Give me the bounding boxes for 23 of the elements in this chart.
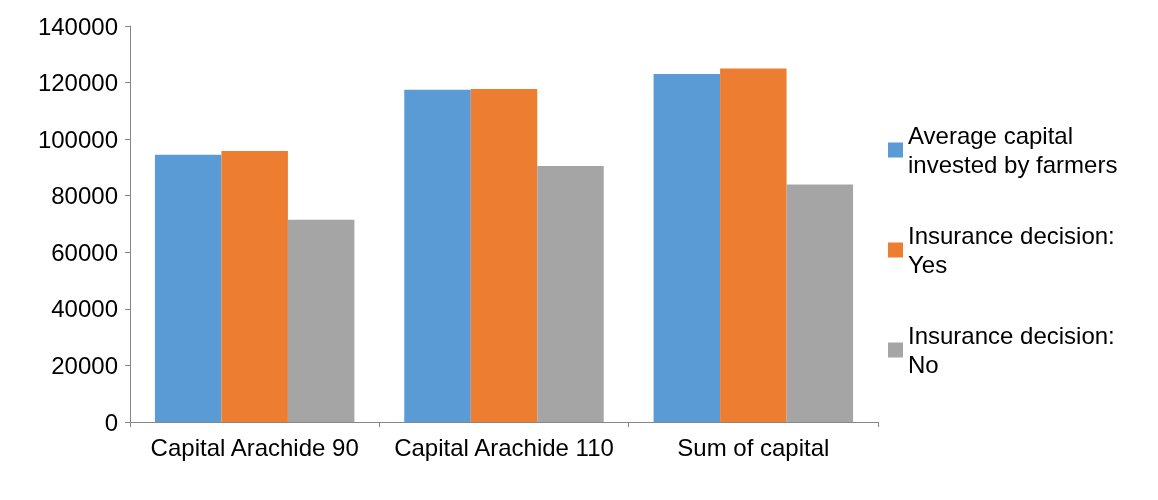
y-tick-label: 140000 [37, 12, 118, 40]
bar [786, 184, 854, 422]
bar [720, 68, 787, 422]
bar [221, 151, 288, 422]
bar [653, 74, 721, 422]
legend-label: Insurance decision: No [908, 322, 1122, 378]
y-tick-label: 40000 [51, 295, 118, 323]
y-tick-label: 120000 [37, 69, 118, 97]
bar [154, 154, 222, 422]
y-tick-label: 20000 [51, 351, 118, 379]
x-tick-label: Capital Arachide 90 [150, 433, 359, 461]
bar [470, 89, 538, 422]
x-tick-label: Sum of capital [677, 433, 830, 461]
bar [404, 89, 471, 422]
y-tick-label: 80000 [51, 182, 118, 210]
y-tick-label: 0 [104, 408, 118, 436]
y-tick-label: 100000 [37, 125, 118, 153]
legend-label: Insurance decision: Yes [908, 222, 1122, 278]
bar [287, 219, 355, 422]
legend-label: Average capital invested by farmers [908, 122, 1118, 178]
y-tick-label: 60000 [51, 238, 118, 266]
x-tick-label: Capital Arachide 110 [394, 433, 614, 461]
bar [537, 166, 604, 422]
